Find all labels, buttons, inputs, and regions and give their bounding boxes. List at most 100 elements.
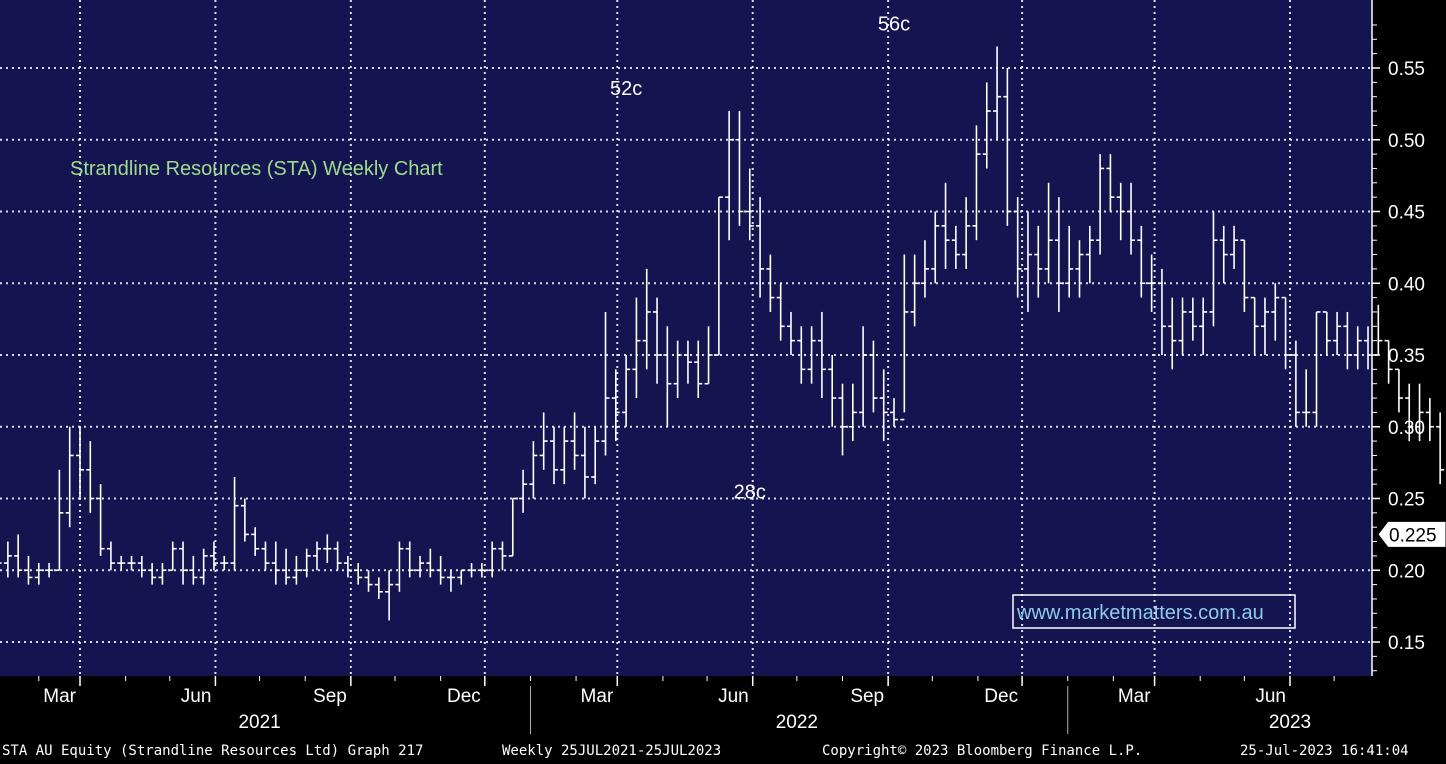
ohlc-bar — [869, 340, 878, 413]
ohlc-bar — [766, 254, 775, 312]
ohlc-bar — [580, 426, 589, 499]
ohlc-bar — [879, 369, 888, 442]
ohlc-bar — [962, 197, 971, 269]
ohlc-bar — [148, 563, 157, 585]
ohlc-bar — [1054, 197, 1063, 312]
ohlc-bar — [477, 563, 486, 578]
ohlc-bar — [1291, 340, 1300, 427]
y-tick-label: 0.50 — [1388, 131, 1425, 152]
ohlc-bar — [1260, 297, 1269, 355]
ohlc-bar — [292, 555, 301, 585]
ohlc-bar — [436, 555, 445, 585]
footer-copyright: Copyright© 2023 Bloomberg Finance L.P. — [822, 743, 1143, 759]
ohlc-bar — [179, 541, 188, 585]
x-year-label: 2022 — [776, 712, 818, 733]
ohlc-bar — [168, 541, 177, 572]
ohlc-bar — [1281, 296, 1290, 370]
ohlc-bar — [220, 555, 229, 571]
watermark: www.marketmatters.com.au — [1012, 594, 1296, 629]
y-tick-label: 0.35 — [1388, 346, 1425, 367]
watermark-text: www.marketmatters.com.au — [1016, 602, 1264, 624]
ohlc-bar — [1333, 311, 1342, 355]
ohlc-bar — [529, 441, 538, 499]
ohlc-bar — [817, 311, 826, 399]
ohlc-bar — [24, 555, 33, 585]
ohlc-bar — [941, 182, 950, 269]
last-price-label: 0.225 — [1389, 525, 1437, 546]
ohlc-bar — [189, 555, 198, 585]
ohlc-bar — [776, 283, 785, 341]
ohlc-bar — [364, 570, 373, 592]
ohlc-bar — [199, 548, 208, 585]
ohlc-bar — [714, 196, 723, 356]
ohlc-bar — [1240, 239, 1249, 312]
y-tick-label: 0.20 — [1388, 561, 1425, 582]
ohlc-bar — [1394, 368, 1403, 413]
price-annotation: 56c — [878, 13, 910, 35]
ohlc-bar — [745, 168, 754, 241]
footer-security: STA AU Equity (Strandline Resources Ltd)… — [2, 743, 424, 759]
ohlc-bar — [457, 569, 466, 585]
ohlc-bar — [395, 541, 404, 592]
y-tick-label: 0.45 — [1388, 203, 1425, 224]
ohlc-bar — [1302, 369, 1311, 427]
price-annotation: 52c — [610, 78, 642, 100]
ohlc-bar — [694, 340, 703, 399]
ohlc-bar — [1271, 283, 1280, 341]
ohlc-bar — [673, 340, 682, 399]
y-tick-label: 0.55 — [1388, 59, 1425, 80]
ohlc-bar — [1065, 225, 1074, 298]
ohlc-bar — [14, 534, 23, 578]
ohlc-bar — [1188, 297, 1197, 341]
ohlc-bar — [756, 197, 765, 298]
ohlc-bar — [890, 398, 899, 427]
ohlc-bar — [1353, 326, 1362, 370]
ohlc-bar — [467, 563, 476, 578]
ohlc-bar — [137, 555, 146, 578]
ohlc-bar — [1209, 211, 1218, 327]
ohlc-bar — [86, 441, 95, 513]
ohlc-bar — [76, 426, 84, 499]
ohlc-bar — [786, 311, 795, 355]
ohlc-bar — [560, 426, 569, 485]
y-tick-label: 0.25 — [1388, 490, 1425, 511]
x-tick-label: Jun — [718, 686, 749, 707]
ohlc-bar — [601, 311, 610, 456]
chart-title: Strandline Resources (STA) Weekly Chart — [70, 158, 443, 180]
ohlc-bar — [931, 211, 940, 284]
ohlc-bar — [951, 225, 960, 269]
footer-bar: STA AU Equity (Strandline Resources Ltd)… — [0, 738, 1446, 764]
ohlc-bar — [385, 570, 394, 621]
ohlc-bar — [828, 355, 837, 427]
ohlc-bar — [1384, 339, 1393, 384]
ohlc-bar — [1034, 225, 1043, 298]
x-tick-label: Jun — [1255, 686, 1286, 707]
ohlc-bar — [1096, 154, 1105, 255]
ohlc-bar — [343, 555, 352, 578]
ohlc-bar — [838, 383, 847, 456]
ohlc-bar — [993, 46, 1002, 140]
ohlc-bar — [498, 541, 507, 571]
ohlc-bar — [1250, 296, 1259, 355]
ohlc-bar — [920, 240, 929, 298]
ohlc-bar — [508, 497, 517, 557]
ohlc-bar — [446, 570, 455, 592]
ohlc-bar — [972, 125, 981, 241]
ohlc-bar — [910, 254, 919, 327]
ohlc-bar — [1415, 383, 1424, 442]
ohlc-bar — [1405, 383, 1414, 442]
footer-timestamp: 25-Jul-2023 16:41:04 — [1240, 743, 1409, 759]
ohlc-bar — [1219, 225, 1228, 284]
ohlc-bar — [312, 541, 321, 571]
ohlc-bar — [519, 469, 528, 513]
ohlc-bar — [1075, 240, 1084, 298]
ohlc-bar — [653, 297, 662, 384]
x-tick-label: Dec — [984, 686, 1018, 707]
plot-area — [0, 0, 1372, 676]
ohlc-bar — [642, 268, 651, 370]
ohlc-series — [0, 46, 1445, 621]
ohlc-bar — [333, 541, 342, 571]
ohlc-bar — [1044, 182, 1053, 284]
ohlc-bar — [622, 355, 631, 427]
